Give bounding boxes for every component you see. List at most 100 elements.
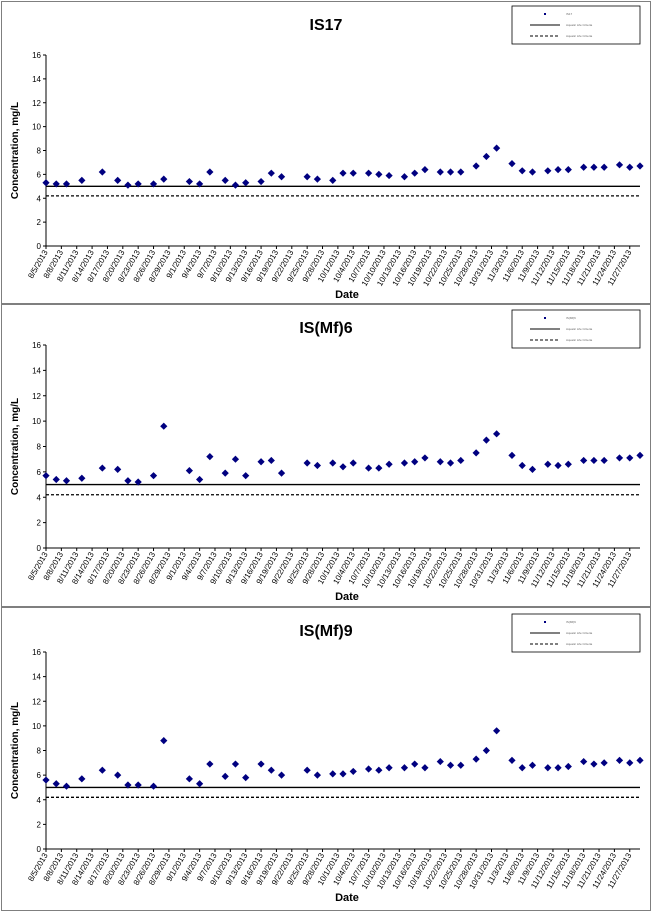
data-point	[221, 772, 229, 780]
data-point	[114, 771, 122, 779]
data-point	[580, 163, 588, 171]
y-tick-label: 14	[32, 366, 41, 375]
y-axis-label: Concentration, mg/L	[10, 102, 21, 199]
data-point	[42, 776, 50, 784]
data-point	[421, 764, 429, 772]
data-point	[564, 762, 572, 771]
data-point	[375, 464, 383, 472]
data-point	[365, 765, 373, 773]
y-tick-label: 16	[32, 341, 41, 350]
data-point	[339, 463, 347, 471]
data-point	[114, 465, 122, 473]
y-tick-label: 2	[37, 820, 42, 829]
y-tick-label: 16	[32, 51, 41, 60]
data-point	[329, 176, 337, 184]
data-point	[518, 167, 526, 175]
data-point	[508, 756, 516, 764]
data-point	[160, 175, 168, 183]
data-point	[385, 764, 393, 772]
data-point	[600, 759, 608, 767]
chart-title: IS(Mf)9	[299, 623, 352, 640]
y-tick-label: 12	[32, 697, 41, 706]
y-tick-label: 14	[32, 673, 41, 682]
data-point	[554, 166, 562, 174]
data-point	[303, 173, 311, 181]
data-point	[554, 461, 562, 470]
data-point	[375, 766, 383, 774]
data-point	[303, 766, 311, 774]
data-point	[436, 757, 444, 766]
data-point	[124, 477, 132, 485]
data-point	[206, 453, 214, 461]
data-point	[206, 168, 214, 176]
data-point	[554, 764, 562, 772]
data-point	[185, 467, 193, 475]
legend: IS(Mf)9 Aquatic Life Criteria Aquatic Life…	[511, 613, 641, 653]
y-tick-label: 12	[32, 392, 41, 401]
data-point	[544, 460, 552, 468]
data-point	[52, 475, 60, 484]
data-point	[149, 180, 158, 188]
data-point	[62, 782, 71, 790]
y-tick-label: 2	[37, 519, 42, 528]
data-point	[98, 464, 106, 472]
data-point	[365, 464, 373, 472]
data-point	[411, 458, 419, 466]
legend-label: Aquatic Life Criteria	[566, 338, 593, 342]
data-point	[493, 430, 501, 438]
data-point	[313, 771, 321, 779]
data-point	[636, 756, 644, 764]
y-tick-label: 12	[32, 99, 41, 108]
legend-label: Aquatic Life Criteria	[566, 631, 593, 635]
x-axis-label: Date	[335, 289, 359, 301]
data-point	[518, 764, 526, 772]
y-tick-label: 4	[37, 194, 42, 203]
data-point	[472, 449, 480, 457]
data-point	[457, 456, 465, 465]
data-point	[277, 771, 286, 779]
data-point	[313, 175, 321, 183]
y-tick-label: 10	[32, 417, 41, 426]
data-point	[544, 764, 552, 772]
data-point	[564, 460, 572, 468]
chart-panel-ismf6: IS(Mf)6 0 2 4 6 8 10 12 14 16 Concentration, mg/L 8…	[1, 304, 651, 607]
chart-title: IS17	[310, 17, 343, 34]
legend-label: IS(Mf)9	[566, 620, 576, 624]
data-point	[257, 760, 265, 768]
data-point	[528, 761, 537, 769]
data-point	[257, 458, 265, 466]
y-tick-label: 8	[37, 443, 42, 452]
data-point	[457, 168, 465, 176]
data-point	[160, 737, 168, 745]
data-point	[482, 746, 490, 755]
data-point	[385, 171, 393, 180]
data-point	[149, 782, 158, 790]
y-tick-label: 14	[32, 75, 41, 84]
data-point	[528, 168, 537, 176]
data-point	[196, 780, 204, 788]
y-tick-label: 0	[37, 544, 42, 553]
data-point	[544, 167, 552, 175]
data-point	[349, 459, 357, 467]
data-point	[436, 458, 444, 466]
data-point	[114, 176, 122, 184]
data-point	[590, 760, 598, 768]
data-point	[349, 767, 357, 776]
y-tick-label: 10	[32, 123, 41, 132]
data-point	[590, 456, 598, 465]
legend-label: IS17	[566, 12, 573, 16]
data-point	[52, 180, 60, 188]
legend: IS(Mf)6 Aquatic Life Criteria Aquatic Life…	[511, 309, 641, 349]
y-tick-label: 0	[37, 845, 42, 854]
data-point	[78, 775, 86, 783]
y-tick-label: 16	[32, 648, 41, 657]
data-point	[62, 477, 71, 485]
data-point	[277, 173, 286, 181]
y-tick-label: 8	[37, 147, 42, 156]
legend: IS17 Aquatic Life Criteria Aquatic Life Cr…	[511, 5, 641, 45]
data-point	[385, 460, 393, 468]
data-point	[400, 173, 409, 181]
legend-label: Aquatic Life Criteria	[566, 23, 593, 27]
data-point	[365, 169, 373, 177]
